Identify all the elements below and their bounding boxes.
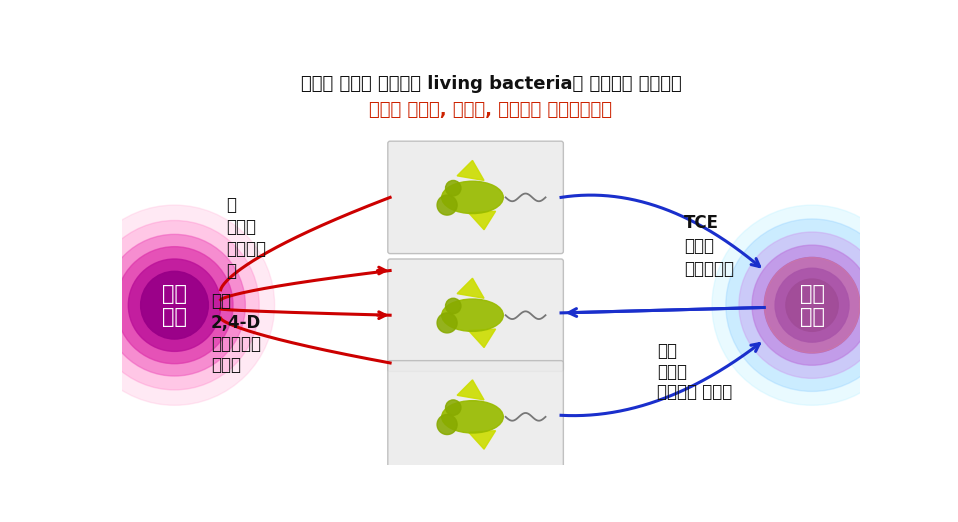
Text: 당: 당 xyxy=(226,196,236,214)
Circle shape xyxy=(739,232,885,378)
Polygon shape xyxy=(468,431,495,449)
Ellipse shape xyxy=(442,299,503,331)
Text: 클로로포름: 클로로포름 xyxy=(684,260,734,278)
Text: 에스테르 화합물: 에스테르 화합물 xyxy=(657,383,733,401)
Circle shape xyxy=(764,257,859,353)
Circle shape xyxy=(445,181,461,196)
Text: 아미노산: 아미노산 xyxy=(226,240,266,258)
Polygon shape xyxy=(457,160,484,181)
Circle shape xyxy=(775,268,849,342)
Polygon shape xyxy=(457,278,484,298)
Circle shape xyxy=(752,245,872,365)
Text: 2,4-D: 2,4-D xyxy=(211,314,261,332)
Text: 페놀: 페놀 xyxy=(657,342,677,360)
Circle shape xyxy=(437,414,457,434)
Text: 유인
물질: 유인 물질 xyxy=(162,283,187,327)
Text: 벤조네이트: 벤조네이트 xyxy=(211,335,261,353)
Text: 유기산: 유기산 xyxy=(226,218,256,235)
Text: 에틸렌: 에틸렌 xyxy=(211,356,240,374)
Polygon shape xyxy=(457,380,484,400)
Circle shape xyxy=(75,205,275,405)
Circle shape xyxy=(726,219,899,392)
FancyBboxPatch shape xyxy=(388,141,563,254)
Ellipse shape xyxy=(442,181,503,213)
Circle shape xyxy=(437,313,457,333)
Text: 인: 인 xyxy=(226,262,236,280)
Ellipse shape xyxy=(442,401,503,433)
Circle shape xyxy=(445,298,461,314)
Circle shape xyxy=(90,220,260,390)
Circle shape xyxy=(437,195,457,215)
Circle shape xyxy=(116,247,233,364)
Text: 분석의 안정성, 신뢰성, 재현성을 극대화하자！: 분석의 안정성, 신뢰성, 재현성을 극대화하자！ xyxy=(370,101,612,120)
Circle shape xyxy=(786,279,838,331)
Circle shape xyxy=(128,259,220,351)
Circle shape xyxy=(764,257,859,353)
FancyBboxPatch shape xyxy=(388,361,563,473)
Text: 산소: 산소 xyxy=(211,292,231,311)
Circle shape xyxy=(141,271,209,339)
Text: TCE: TCE xyxy=(684,214,719,232)
Circle shape xyxy=(445,400,461,416)
Polygon shape xyxy=(468,211,495,230)
Polygon shape xyxy=(468,329,495,348)
Circle shape xyxy=(712,205,912,405)
FancyBboxPatch shape xyxy=(388,259,563,372)
Text: 세포의 고정이 필요없는 living bacteria의 주화성을 이용하여: 세포의 고정이 필요없는 living bacteria의 주화성을 이용하여 xyxy=(301,75,681,93)
Text: 톨루엔: 톨루엔 xyxy=(684,237,715,255)
Circle shape xyxy=(103,234,245,376)
Text: 중금속: 중금속 xyxy=(657,363,687,381)
Text: 기피
물질: 기피 물질 xyxy=(800,283,825,327)
